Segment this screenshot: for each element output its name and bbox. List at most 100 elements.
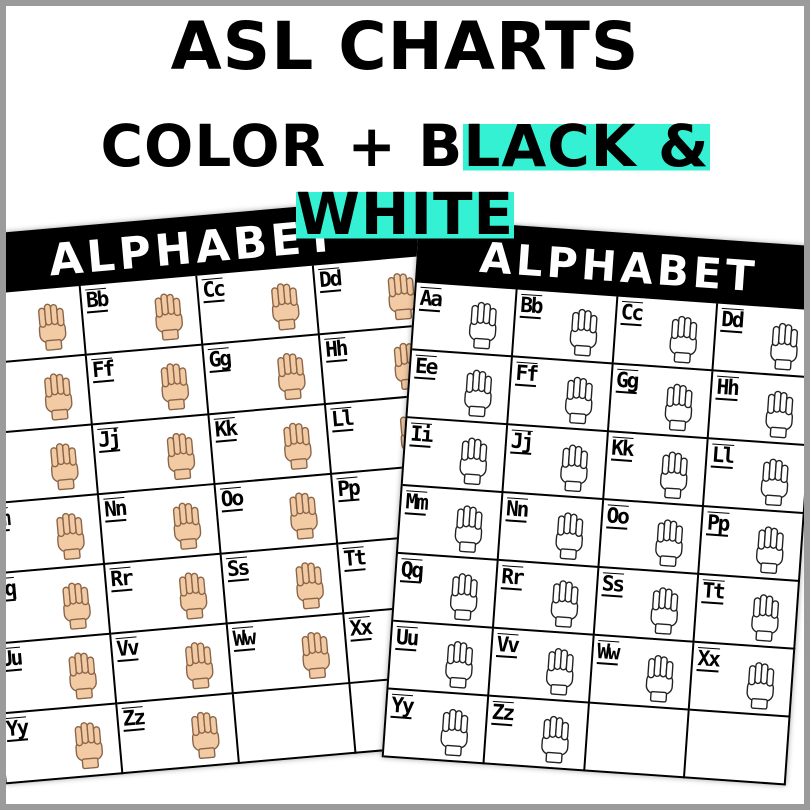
hand-sign-icon: [562, 305, 605, 358]
letter-label: Ss: [600, 571, 624, 598]
letter-label: Xx: [696, 646, 720, 673]
hand-sign-icon: [461, 298, 504, 351]
hand-sign-icon: [54, 578, 98, 631]
letter-cell: Uu: [0, 634, 118, 715]
hand-sign-icon: [643, 583, 686, 636]
letter-cell: Cc: [613, 296, 719, 372]
letter-cell: Nn: [498, 493, 604, 568]
hand-sign-icon: [281, 488, 325, 541]
letter-label: Vv: [495, 631, 519, 659]
letter-cell: Oo: [598, 500, 705, 575]
letter-cell: Jj: [503, 425, 609, 501]
letter-label: Nn: [505, 496, 529, 523]
letter-label: Mm: [404, 489, 428, 516]
hand-sign-icon: [171, 568, 215, 621]
letter-label: Zz: [490, 699, 514, 727]
letter-cell: Rr: [493, 560, 599, 636]
letter-cell: Bb: [512, 289, 618, 365]
letter-cell: Nn: [99, 484, 222, 565]
subtitle: COLOR + BLACK & WHITE: [0, 112, 810, 248]
letter-cell: [584, 703, 690, 779]
letter-label: Gg: [615, 367, 639, 395]
hand-sign-icon: [269, 348, 313, 401]
hand-sign-icon: [380, 268, 424, 321]
hand-sign-icon: [42, 438, 86, 491]
hand-sign-icon: [447, 501, 490, 554]
letter-cell: Yy: [383, 689, 489, 765]
bw-alphabet-chart: ALPHABET Aa Bb Cc Dd Ee Ff Gg Hh Ii Jj Kk Ll Mm Nn Oo P…: [381, 218, 810, 786]
hand-sign-icon: [442, 569, 485, 622]
main-title: ASL CHARTS: [170, 8, 640, 85]
letter-label: Pp: [706, 510, 730, 537]
letter-cell: Dd: [313, 255, 437, 336]
letter-cell: Mm: [0, 495, 106, 576]
letter-label: Xx: [348, 614, 372, 642]
letter-cell: Xx: [689, 642, 796, 718]
hand-sign-icon: [638, 651, 681, 704]
hand-sign-icon: [662, 312, 705, 365]
letter-label: Nn: [103, 495, 127, 523]
letter-label: Mm: [0, 506, 11, 533]
letter-label: Hh: [324, 336, 348, 363]
letter-label: Bb: [519, 292, 543, 320]
letter-label: Jj: [97, 426, 121, 453]
hand-sign-icon: [758, 387, 801, 440]
letter-cell: Qq: [0, 564, 112, 645]
hand-sign-icon: [147, 289, 191, 342]
hand-sign-icon: [275, 418, 319, 471]
letter-cell: Ss: [594, 567, 700, 643]
hand-sign-icon: [452, 434, 495, 487]
letter-cell: [685, 710, 791, 786]
hand-sign-icon: [177, 637, 221, 690]
letter-label: Ww: [596, 639, 620, 666]
letter-label: Kk: [610, 435, 634, 462]
hand-sign-icon: [263, 279, 307, 332]
letter-label: Bb: [84, 286, 109, 314]
hand-sign-icon: [437, 637, 480, 690]
letter-cell: Vv: [111, 624, 234, 705]
letter-cell: Ee: [407, 350, 513, 426]
hand-sign-icon: [183, 707, 227, 760]
letter-cell: Ww: [589, 635, 695, 711]
letter-label: Qq: [0, 576, 17, 603]
letter-label: Pp: [336, 475, 360, 503]
hand-sign-icon: [456, 366, 499, 419]
letter-cell: Ll: [704, 439, 810, 515]
hand-sign-icon: [153, 358, 197, 411]
letter-label: Ll: [710, 442, 734, 469]
letter-label: Uu: [0, 645, 23, 673]
letter-label: Rr: [109, 565, 133, 593]
hand-sign-icon: [538, 644, 581, 697]
hand-sign-icon: [653, 448, 696, 501]
letter-label: Ii: [0, 436, 4, 464]
letter-cell: Ss: [221, 544, 345, 625]
letter-cell: Gg: [608, 364, 714, 440]
letter-label: Oo: [605, 503, 629, 530]
letter-cell: Ff: [86, 345, 210, 426]
letter-label: Hh: [715, 374, 739, 402]
hand-sign-icon: [533, 712, 576, 765]
letter-cell: Dd: [713, 303, 810, 379]
hand-sign-icon: [547, 508, 590, 561]
letter-cell: Uu: [388, 621, 494, 697]
hand-sign-icon: [739, 658, 782, 711]
hand-sign-icon: [657, 380, 700, 433]
chart-grid: Aa Bb Cc Dd Ee Ff Gg Hh Ii Jj Kk Ll Mm Nn Oo Pp Qq Rr Ss Tt…: [381, 282, 810, 786]
letter-label: Dd: [720, 306, 744, 334]
hand-sign-icon: [552, 441, 595, 494]
letter-label: Rr: [500, 564, 524, 591]
letter-cell: Ww: [227, 614, 351, 695]
letter-cell: Aa: [412, 282, 518, 358]
letter-cell: Zz: [484, 696, 590, 772]
letter-label: Cc: [619, 299, 643, 327]
letter-cell: Kk: [603, 432, 709, 508]
subtitle-plain: COLOR + B: [100, 112, 464, 180]
letter-cell: Hh: [708, 371, 810, 447]
letter-label: Ff: [91, 356, 115, 384]
letter-cell: Ii: [402, 418, 508, 494]
letter-cell: Oo: [215, 474, 339, 555]
letter-cell: Mm: [397, 486, 504, 561]
hand-sign-icon: [763, 319, 806, 372]
letter-label: Ee: [414, 353, 438, 381]
hand-sign-icon: [67, 717, 111, 770]
